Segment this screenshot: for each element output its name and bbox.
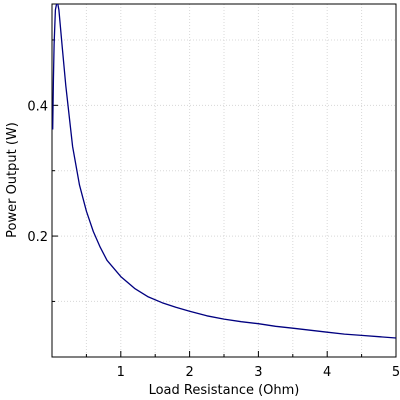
y-axis-title: Power Output (W) bbox=[5, 122, 20, 238]
y-tick-label: 0.4 bbox=[27, 99, 48, 114]
tick-labels: 1 2 3 4 5 0.2 0.4 bbox=[27, 99, 400, 380]
axis-ticks bbox=[52, 39, 363, 357]
x-tick-label: 4 bbox=[323, 365, 331, 380]
y-tick-label: 0.2 bbox=[27, 230, 48, 245]
x-tick-label: 5 bbox=[392, 365, 400, 380]
x-tick-label: 3 bbox=[254, 365, 262, 380]
x-tick-label: 2 bbox=[185, 365, 193, 380]
grid-lines bbox=[52, 4, 396, 357]
x-tick-label: 1 bbox=[117, 365, 125, 380]
series-layer bbox=[52, 4, 396, 339]
power-curve-line bbox=[52, 4, 396, 339]
x-axis-title: Load Resistance (Ohm) bbox=[149, 383, 300, 398]
